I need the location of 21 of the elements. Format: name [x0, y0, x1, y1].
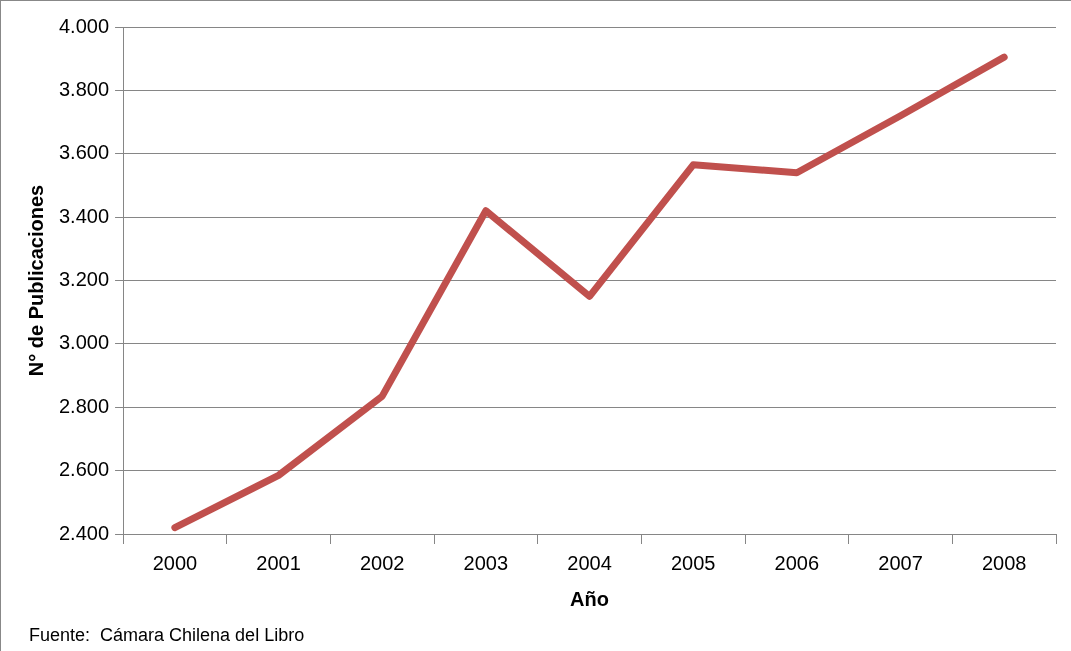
y-tick-label: 3.600 — [58, 141, 110, 164]
source-note: Fuente: Cámara Chilena del Libro — [29, 625, 305, 646]
y-tick-label: 2.800 — [58, 394, 110, 417]
y-tick-label: 3.200 — [58, 268, 110, 291]
y-tick-label: 3.000 — [58, 331, 110, 354]
x-tick-label: 2005 — [670, 551, 716, 574]
y-tick-label: 3.400 — [58, 204, 110, 227]
x-tick-label: 2002 — [359, 551, 405, 574]
y-tick-label: 4.000 — [58, 14, 110, 37]
x-tick-label: 2001 — [256, 551, 301, 574]
x-tick-label: 2000 — [152, 551, 198, 574]
x-axis-title: Año — [570, 587, 609, 610]
y-axis-title: N° de Publicaciones — [24, 184, 47, 377]
x-tick-label: 2003 — [463, 551, 509, 574]
y-tick-label: 2.400 — [58, 521, 110, 544]
y-tick-label: 2.600 — [58, 458, 110, 481]
x-tick-label: 2006 — [774, 551, 820, 574]
y-tick-label: 3.800 — [58, 77, 110, 100]
x-tick-label: 2004 — [567, 551, 612, 574]
x-tick-label: 2008 — [981, 551, 1027, 574]
x-tick-label: 2007 — [878, 551, 923, 574]
